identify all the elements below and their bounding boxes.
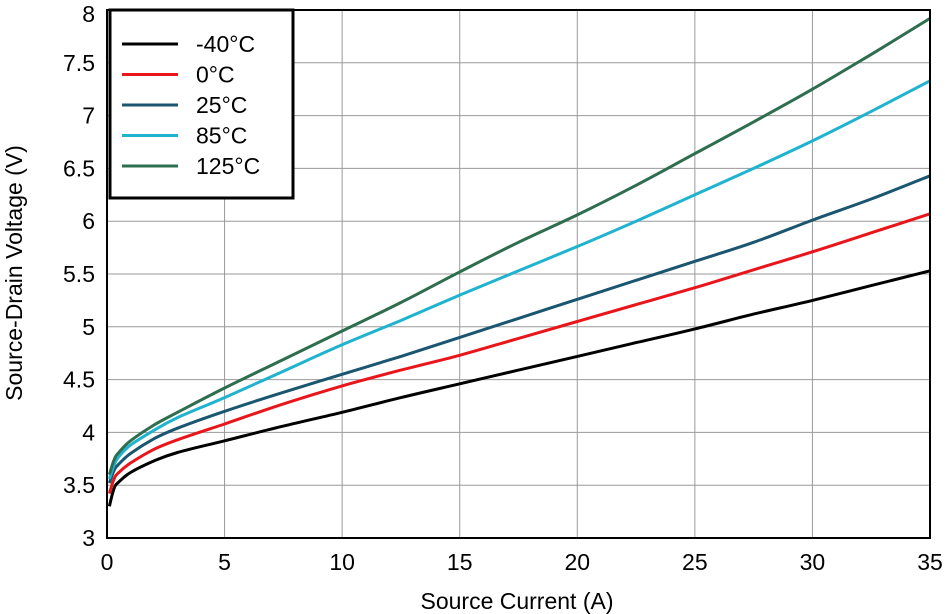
y-tick-label: 7 — [82, 103, 95, 129]
y-tick-label: 8 — [82, 1, 95, 27]
series-line — [107, 79, 931, 480]
series-line — [107, 17, 931, 476]
y-tick-label: 6 — [82, 208, 95, 234]
series-line — [107, 269, 931, 507]
legend-label: 0°C — [196, 62, 235, 88]
y-tick-label: 3 — [82, 525, 95, 551]
y-tick-label: 3.5 — [63, 472, 95, 498]
y-tick-label: 5.5 — [63, 261, 95, 287]
x-tick-label: 30 — [800, 549, 826, 575]
x-tick-label: 25 — [682, 549, 708, 575]
y-tick-label: 5 — [82, 314, 95, 340]
y-tick-label: 6.5 — [63, 155, 95, 181]
x-axis-label: Source Current (A) — [420, 588, 613, 614]
grid-lines — [107, 10, 930, 538]
x-tick-labels: 0 5 10 15 20 25 30 35 — [101, 549, 943, 575]
x-tick-label: 15 — [447, 549, 473, 575]
y-axis-label: Source-Drain Voltage (V) — [1, 145, 27, 401]
series-line — [107, 174, 931, 484]
plot-frame — [106, 9, 931, 539]
y-tick-labels: 3 3.5 4 4.5 5 5.5 6 6.5 7 7.5 8 — [63, 1, 95, 551]
legend: -40°C 0°C 25°C 85°C 125°C — [108, 8, 295, 200]
x-tick-label: 20 — [564, 549, 590, 575]
legend-label: -40°C — [196, 31, 255, 57]
y-tick-label: 4 — [82, 419, 95, 445]
series-lines — [107, 17, 931, 507]
legend-label: 85°C — [196, 123, 247, 149]
legend-label: 25°C — [196, 92, 247, 118]
series-line — [107, 212, 931, 495]
x-tick-label: 5 — [218, 549, 231, 575]
x-tick-label: 0 — [101, 549, 114, 575]
x-tick-label: 35 — [917, 549, 943, 575]
y-tick-label: 4.5 — [63, 367, 95, 393]
y-tick-label: 7.5 — [63, 50, 95, 76]
legend-label: 125°C — [196, 153, 260, 179]
x-tick-label: 10 — [329, 549, 355, 575]
